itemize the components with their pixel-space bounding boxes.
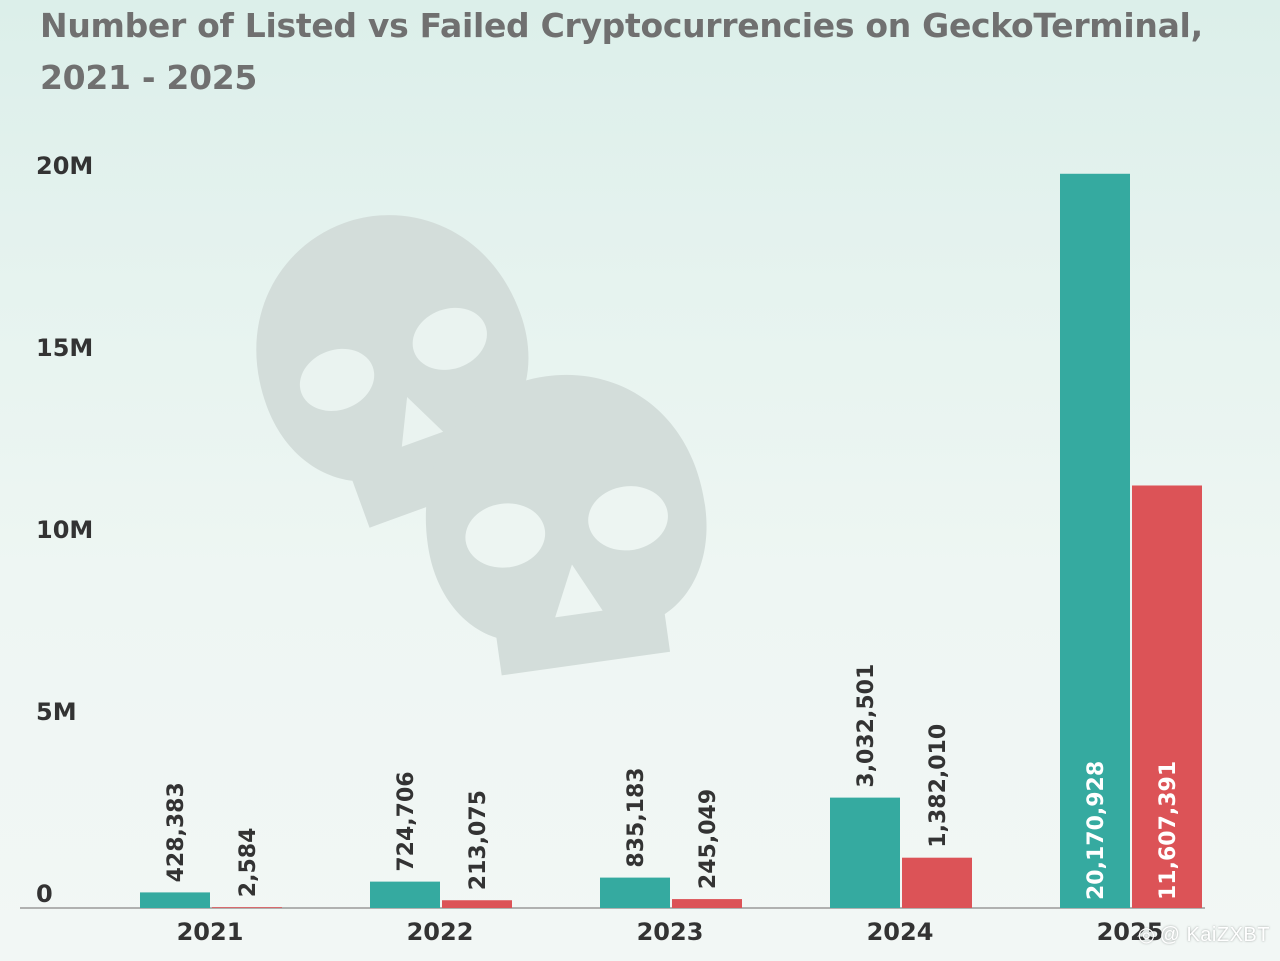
listed-bar-2025	[1060, 173, 1130, 909]
data-label: 724,706	[394, 771, 419, 871]
data-label: 428,383	[164, 782, 189, 882]
data-label: 245,049	[696, 789, 721, 889]
x-tick-label: 2021	[177, 918, 244, 946]
y-tick-label: 0	[36, 880, 53, 908]
listed-bar-2024	[830, 797, 900, 908]
failed-bar-2022	[442, 900, 512, 908]
failed-bar-2024	[902, 857, 972, 908]
skull-decoration	[256, 215, 707, 676]
failed-bar-2023	[672, 899, 742, 908]
data-label: 20,170,928	[1084, 761, 1109, 900]
watermark-text: @ KaiZXBT	[1159, 924, 1270, 946]
x-tick-label: 2024	[867, 918, 934, 946]
skull-icon	[425, 375, 707, 676]
y-axis: 0 5M 10M 15M 20M	[36, 152, 93, 908]
y-tick-label: 5M	[36, 698, 77, 726]
watermark: ◎ @ KaiZXBT	[1138, 922, 1270, 947]
y-tick-label: 20M	[36, 152, 93, 180]
bars	[140, 173, 1202, 909]
data-label: 11,607,391	[1156, 761, 1181, 900]
listed-bar-2023	[600, 877, 670, 908]
x-axis: 2021 2022 2023 2024 2025	[20, 907, 1205, 946]
failed-bar-2021	[212, 907, 282, 908]
x-tick-label: 2022	[407, 918, 474, 946]
data-label: 3,032,501	[854, 664, 879, 788]
data-label: 213,075	[466, 790, 491, 890]
bar-labels: 428,383 724,706 835,183 3,032,501 20,170,928…	[164, 664, 1181, 900]
x-tick-label: 2023	[637, 918, 704, 946]
listed-bar-2022	[370, 881, 440, 908]
chart-title: Number of Listed vs Failed Cryptocurrenc…	[40, 6, 1203, 97]
weibo-icon: ◎	[1137, 924, 1156, 946]
listed-bar-2021	[140, 892, 210, 908]
data-label: 1,382,010	[926, 724, 951, 848]
y-tick-label: 10M	[36, 516, 93, 544]
data-label: 835,183	[624, 767, 649, 867]
failed-bar-2025	[1132, 485, 1202, 908]
y-tick-label: 15M	[36, 334, 93, 362]
x-tick-label: 2025	[1097, 918, 1164, 946]
data-label: 2,584	[236, 828, 261, 898]
